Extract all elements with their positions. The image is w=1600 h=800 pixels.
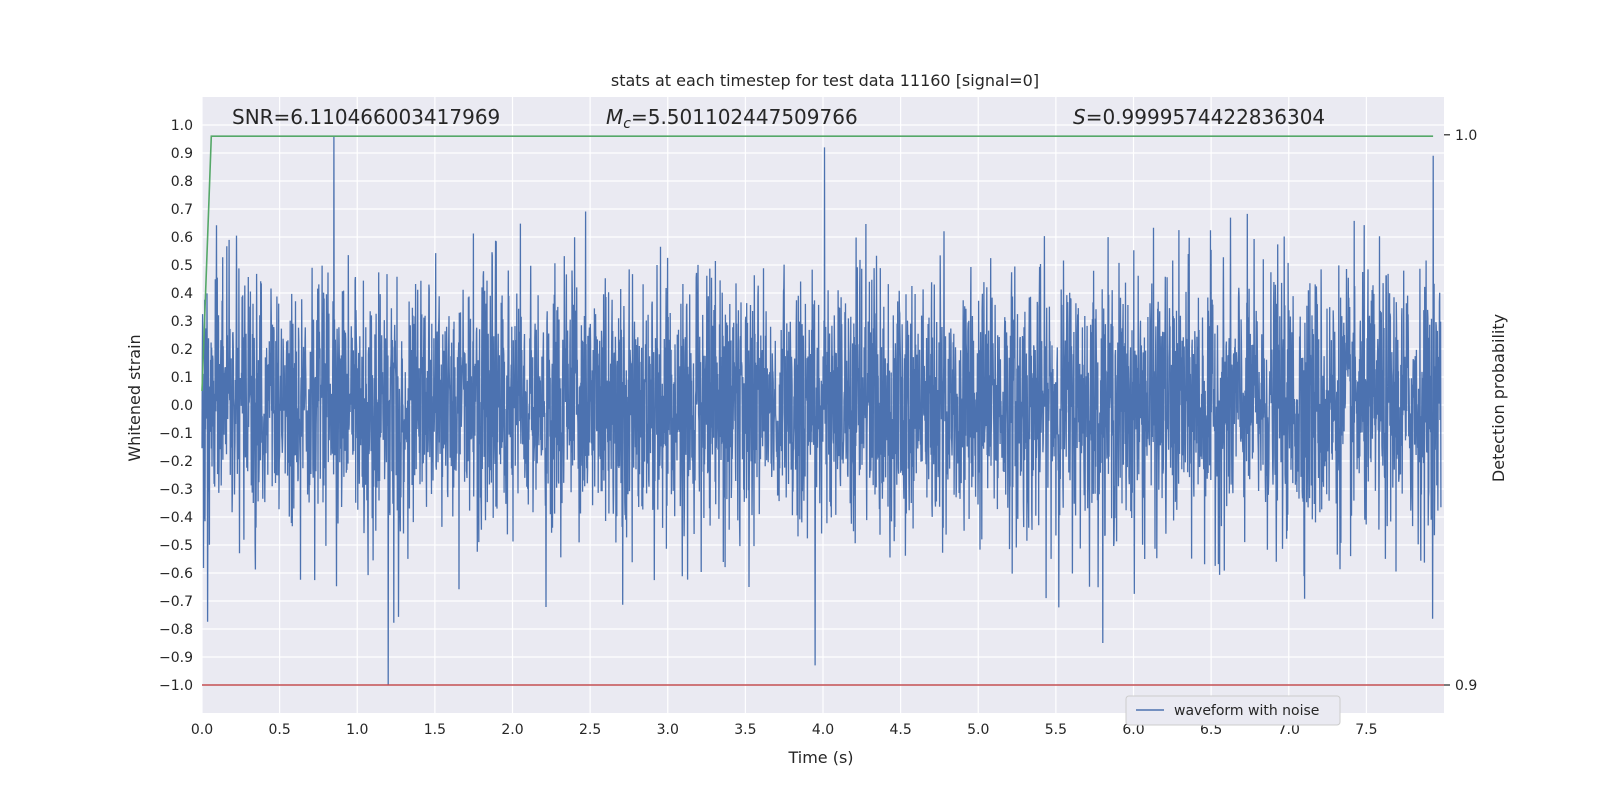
- y-tick-label: 0.1: [171, 370, 193, 386]
- y2-axis-label: Detection probability: [1489, 314, 1508, 482]
- y-axis-ticks: 1.0 0.9 0.8 0.7 0.6 0.5 0.4 0.3 0.2 0.1 0.0 −0.1 −0.…: [159, 118, 193, 694]
- x-tick-label: 1.0: [346, 722, 368, 738]
- y-axis-label: Whitened strain: [125, 334, 144, 461]
- y-tick-label: 1.0: [171, 118, 193, 134]
- y2-axis-ticks: 1.0 0.9: [1444, 128, 1477, 694]
- x-axis-label: Time (s): [787, 748, 853, 767]
- legend-entry: waveform with noise: [1174, 703, 1319, 719]
- y-tick-label: −0.1: [159, 426, 193, 442]
- chart-title: stats at each timestep for test data 111…: [611, 71, 1039, 90]
- x-tick-label: 7.5: [1355, 722, 1377, 738]
- chirp-mass-annotation: Mc=5.501102447509766: [606, 105, 858, 132]
- legend: waveform with noise: [1125, 695, 1341, 726]
- y-tick-label: 0.9: [171, 146, 193, 162]
- legend-box: [1125, 695, 1341, 726]
- y-tick-label: 0.4: [171, 286, 193, 302]
- y2-tick-label: 0.9: [1455, 678, 1477, 694]
- stat-annotation: S=0.9999574422836304: [1073, 105, 1325, 129]
- y-tick-label: 0.3: [171, 314, 193, 330]
- y-tick-label: −0.5: [159, 538, 193, 554]
- x-tick-label: 3.5: [734, 722, 756, 738]
- chirp-mass-value: =5.501102447509766: [631, 105, 858, 129]
- stat-symbol: S: [1073, 105, 1086, 129]
- chirp-mass-subscript: c: [623, 116, 631, 132]
- x-tick-label: 1.5: [424, 722, 446, 738]
- x-tick-label: 2.5: [579, 722, 601, 738]
- x-tick-label: 5.5: [1045, 722, 1067, 738]
- snr-annotation: SNR=6.110466003417969: [232, 105, 500, 129]
- stat-value: =0.9999574422836304: [1086, 105, 1325, 129]
- x-tick-label: 6.5: [1200, 722, 1222, 738]
- probability-series: [201, 135, 1434, 392]
- x-tick-label: 5.0: [967, 722, 989, 738]
- x-tick-label: 0.0: [191, 722, 213, 738]
- x-tick-label: 6.0: [1122, 722, 1144, 738]
- y-tick-label: −0.6: [159, 566, 193, 582]
- y-tick-label: 0.5: [171, 258, 193, 274]
- y-tick-label: 0.7: [171, 202, 193, 218]
- y-tick-label: −0.4: [159, 510, 193, 526]
- y-tick-label: −0.7: [159, 594, 193, 610]
- y-tick-label: −0.2: [159, 454, 193, 470]
- y-tick-label: −1.0: [159, 678, 193, 694]
- y-tick-label: 0.6: [171, 230, 193, 246]
- probability-line: [201, 135, 1434, 392]
- x-tick-label: 4.5: [889, 722, 911, 738]
- y-tick-label: −0.9: [159, 650, 193, 666]
- waveform-series: [201, 136, 1442, 686]
- y-tick-label: 0.2: [171, 342, 193, 358]
- y2-tick-label: 1.0: [1455, 128, 1477, 144]
- x-tick-label: 0.5: [268, 722, 290, 738]
- y-tick-label: 0.0: [171, 398, 193, 414]
- x-axis-ticks: 0.0 0.5 1.0 1.5 2.0 2.5 3.0 3.5 4.0 4.5 5.0 5.5 6.0 6…: [191, 722, 1378, 738]
- waveform-line: [201, 136, 1442, 686]
- x-tick-label: 3.0: [657, 722, 679, 738]
- chirp-mass-symbol: M: [606, 105, 623, 129]
- y-tick-label: −0.8: [159, 622, 193, 638]
- x-tick-label: 4.0: [812, 722, 834, 738]
- x-tick-label: 7.0: [1278, 722, 1300, 738]
- y-tick-label: 0.8: [171, 174, 193, 190]
- x-tick-label: 2.0: [501, 722, 523, 738]
- y-tick-label: −0.3: [159, 482, 193, 498]
